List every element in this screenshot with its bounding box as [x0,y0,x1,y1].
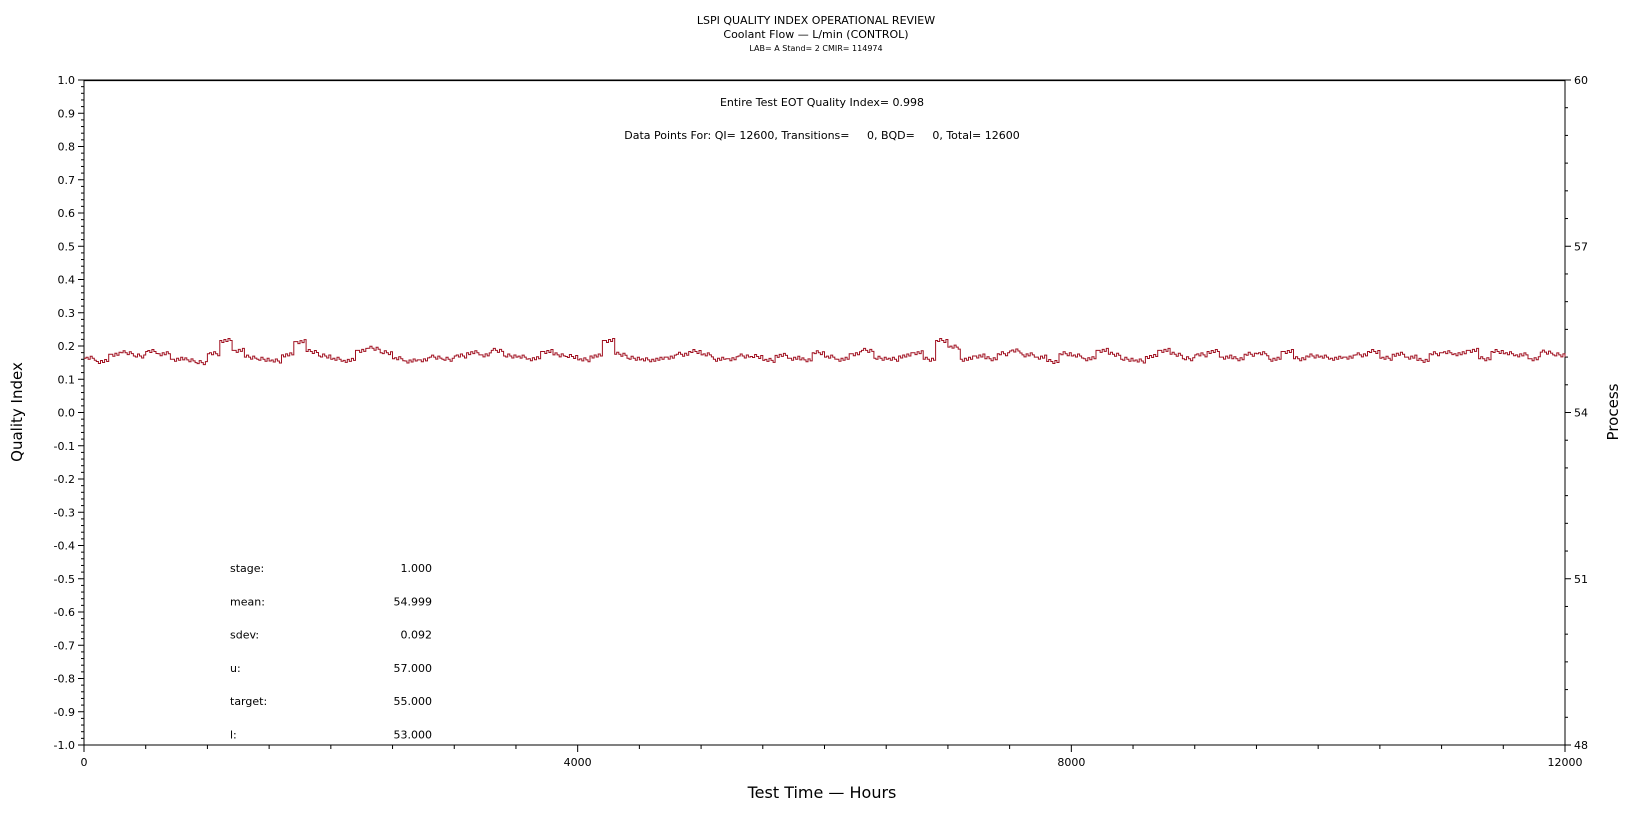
x-tick-label: 0 [81,756,88,769]
y-tick-label: 0.9 [58,107,76,120]
y-tick-label: -0.1 [54,440,75,453]
eot-quality-annotation: Entire Test EOT Quality Index= 0.998 [720,96,924,109]
y-tick-label: -0.6 [54,606,75,619]
y2-tick-label: 60 [1574,74,1588,87]
y-tick-label: 0.6 [58,207,76,220]
y-tick-label: -0.4 [54,540,75,553]
x-tick-label: 8000 [1057,756,1085,769]
data-points-annotation: Data Points For: QI= 12600, Transitions=… [624,129,1019,142]
y-axis-label: Quality Index [8,362,26,462]
stat-label: mean: [230,595,265,608]
x-axis-label: Test Time — Hours [747,783,897,802]
stat-label: sdev: [230,629,259,642]
chart-title: LSPI QUALITY INDEX OPERATIONAL REVIEW [696,14,936,27]
plot-frame [83,79,1566,746]
y-tick-label: 0.3 [58,307,76,320]
left-axis: 1.0 0.9 0.8 0.7 0.6 0.5 0.4 0.3 0.2 0.1 0.0 -0.1 -0.… [54,74,84,752]
x-axis: 0 4000 8000 12000 [81,745,1583,769]
y-tick-label: 0.1 [58,373,76,386]
y-tick-label: 0.2 [58,340,76,353]
y-tick-label: 1.0 [58,74,76,87]
stat-label: target: [230,695,267,708]
y-tick-label: 0.4 [58,274,76,287]
series-layer [84,338,1566,366]
stat-label: l: [230,729,237,742]
stat-value: 54.999 [394,595,433,608]
y2-tick-label: 51 [1574,573,1588,586]
stat-value: 55.000 [394,695,433,708]
x-tick-label: 4000 [564,756,592,769]
stat-label: u: [230,662,241,675]
y-tick-label: -0.3 [54,506,75,519]
y2-tick-label: 57 [1574,240,1588,253]
y-tick-label: -0.8 [54,673,75,686]
y-tick-label: -0.5 [54,573,75,586]
y-tick-label: -1.0 [54,739,75,752]
x-tick-label: 12000 [1548,756,1583,769]
stat-value: 57.000 [394,662,433,675]
chart-subtitle-lab: LAB= A Stand= 2 CMIR= 114974 [749,44,883,53]
y-tick-label: 0.5 [58,240,76,253]
y2-tick-label: 48 [1574,739,1588,752]
y-tick-label: -0.9 [54,706,75,719]
y2-tick-label: 54 [1574,407,1588,420]
y-tick-label: 0.0 [58,407,76,420]
stat-label: stage: [230,562,264,575]
plot-border [83,79,1566,746]
right-axis: 60 57 54 51 48 [1565,74,1588,752]
chart-subtitle: Coolant Flow — L/min (CONTROL) [723,28,909,41]
y-tick-label: -0.7 [54,639,75,652]
y-tick-label: -0.2 [54,473,75,486]
process-series-line [84,338,1566,366]
y-tick-label: 0.7 [58,174,76,187]
stat-value: 1.000 [401,562,433,575]
y-tick-label: 0.8 [58,141,76,154]
y2-axis-label: Process [1604,383,1622,440]
stats-block: stage: 1.000 mean: 54.999 sdev: 0.092 u: 57.000… [230,562,432,742]
stat-value: 0.092 [401,629,433,642]
stat-value: 53.000 [394,729,433,742]
